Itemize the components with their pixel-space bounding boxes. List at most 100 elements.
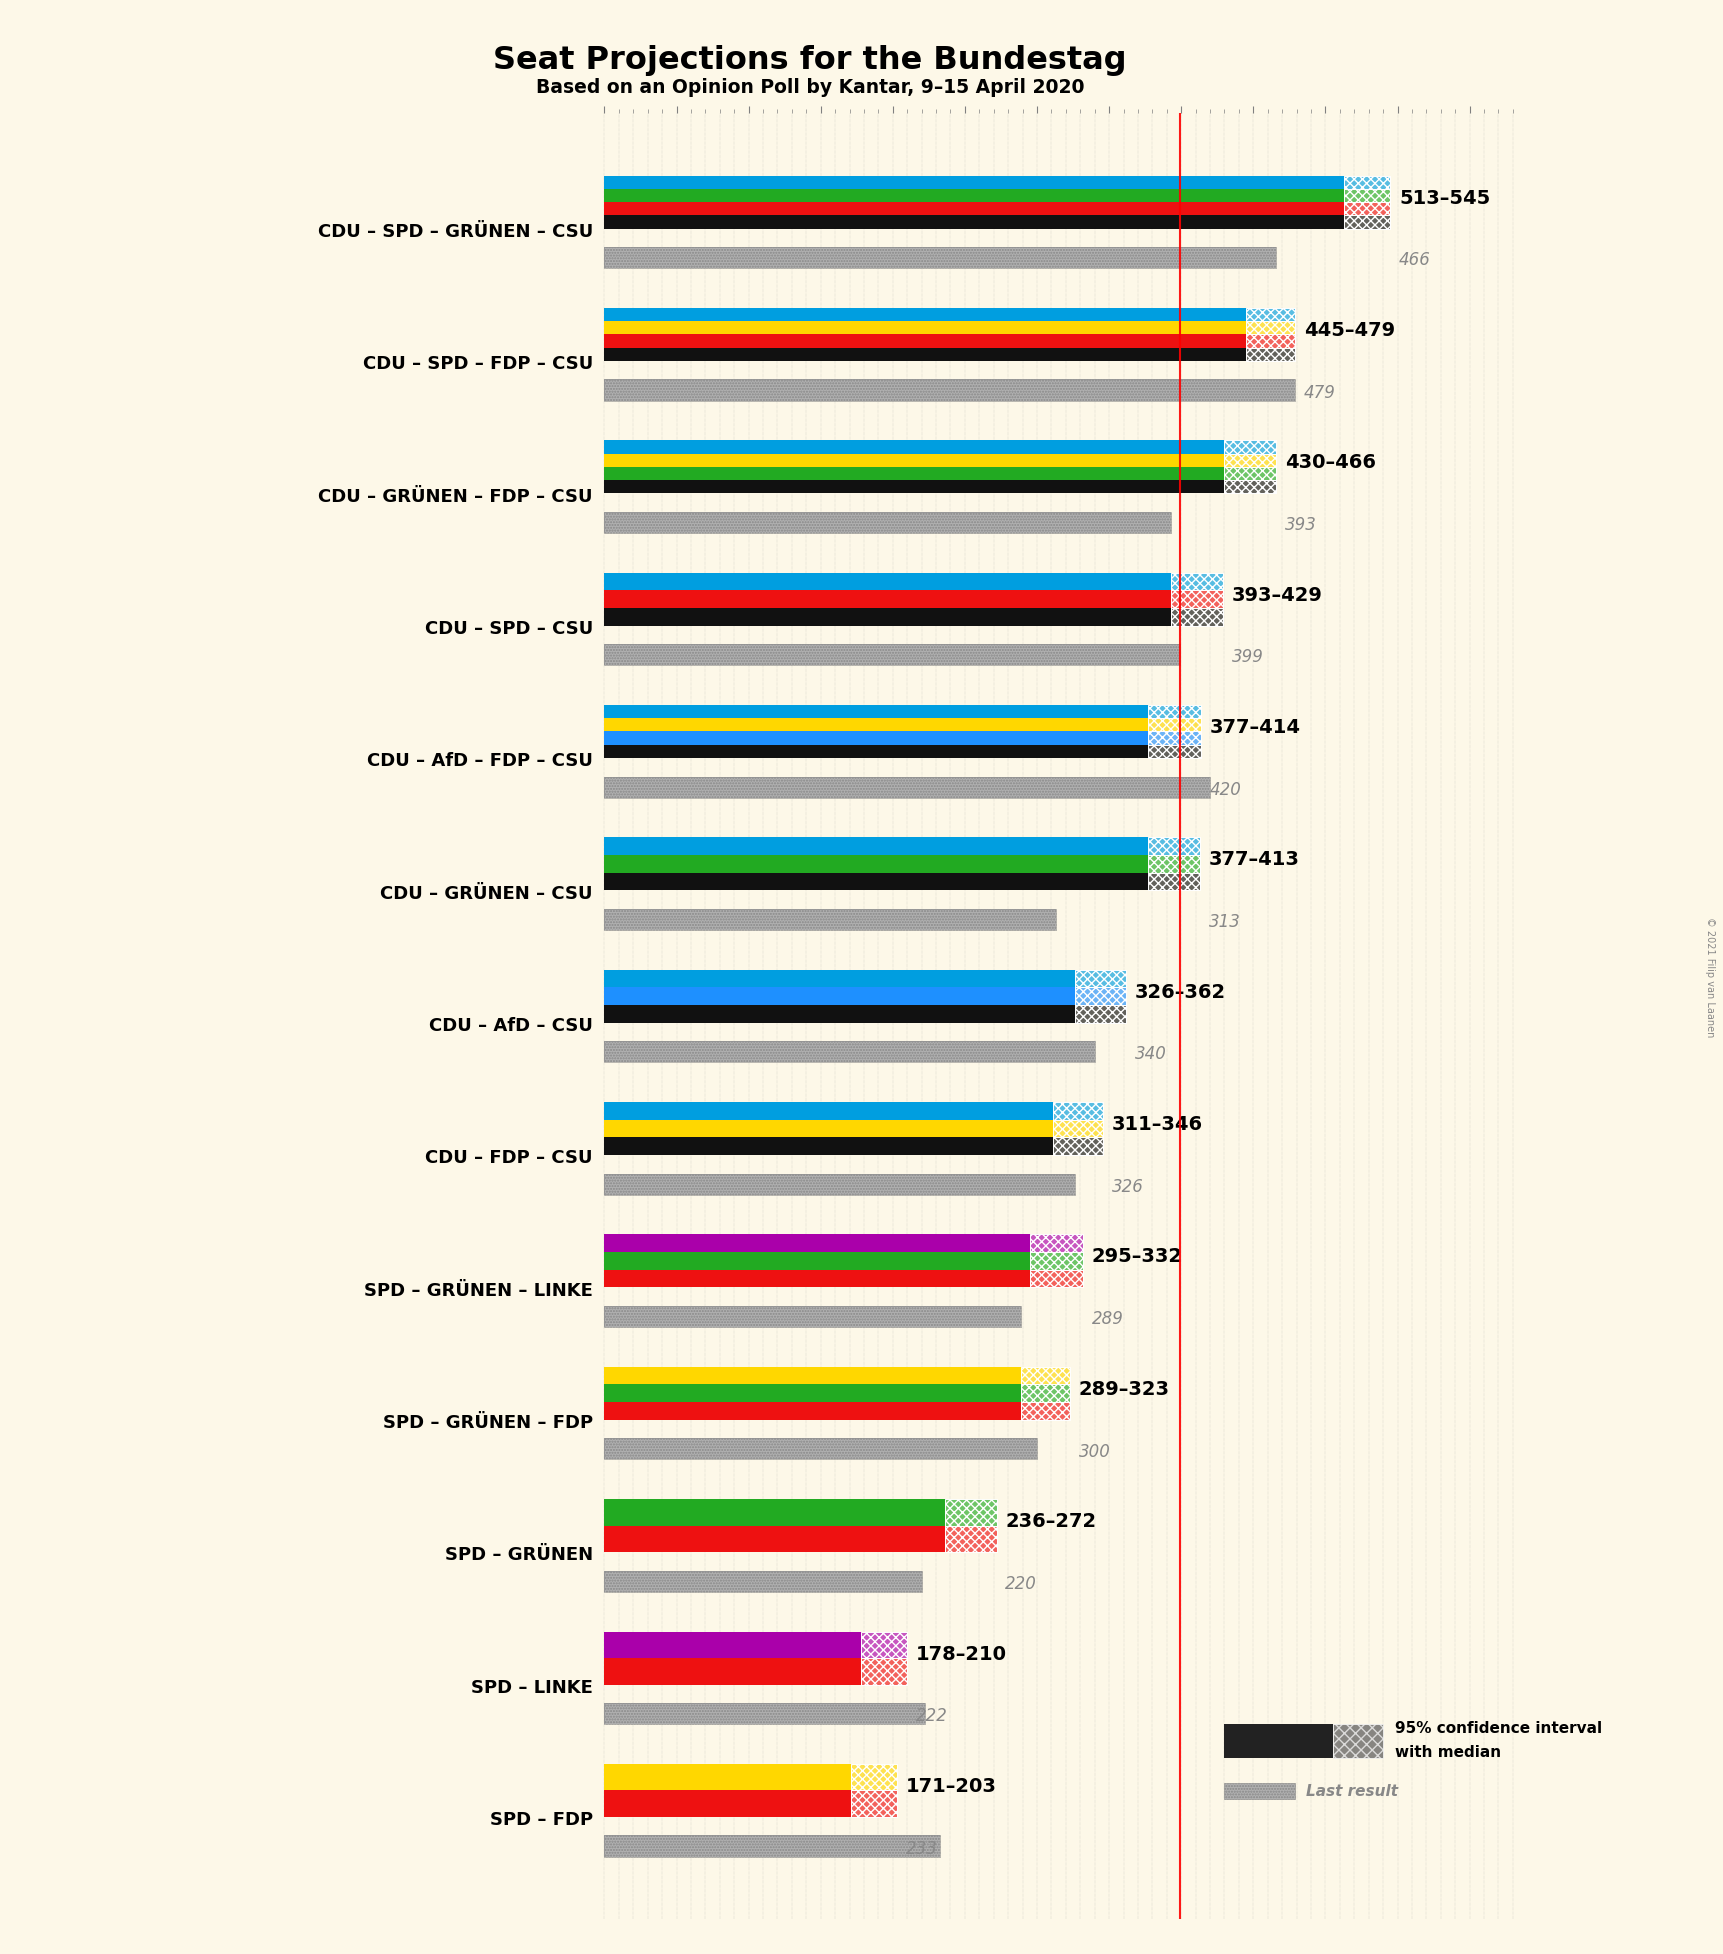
Bar bbox=[1344, 201, 1389, 215]
Text: SPD – LINKE: SPD – LINKE bbox=[470, 1678, 593, 1696]
Bar bbox=[1148, 873, 1199, 891]
Bar bbox=[605, 1041, 1094, 1063]
Bar bbox=[1148, 838, 1199, 856]
Text: 300: 300 bbox=[1079, 1442, 1110, 1460]
Bar bbox=[605, 1499, 944, 1526]
Bar bbox=[605, 1253, 1029, 1270]
Bar bbox=[1223, 1723, 1332, 1759]
Bar bbox=[1053, 1102, 1103, 1120]
Bar bbox=[605, 1438, 1037, 1460]
Bar bbox=[605, 1632, 860, 1659]
Bar bbox=[605, 176, 1344, 190]
Bar bbox=[1223, 453, 1275, 467]
Text: 326–362: 326–362 bbox=[1134, 983, 1225, 1002]
Bar bbox=[605, 190, 1344, 201]
Bar bbox=[605, 512, 1170, 533]
Bar bbox=[1020, 1368, 1070, 1385]
Bar bbox=[605, 1041, 1094, 1063]
Bar bbox=[1148, 705, 1201, 719]
Text: 222: 222 bbox=[915, 1708, 948, 1725]
Bar bbox=[1223, 453, 1275, 467]
Bar bbox=[1148, 856, 1199, 873]
Bar bbox=[605, 987, 1073, 1004]
Bar bbox=[605, 1438, 1037, 1460]
Text: CDU – GRÜNEN – FDP – CSU: CDU – GRÜNEN – FDP – CSU bbox=[319, 488, 593, 506]
Bar bbox=[605, 719, 1148, 731]
Bar bbox=[1170, 573, 1222, 590]
Bar bbox=[1020, 1368, 1070, 1385]
Bar bbox=[605, 873, 1148, 891]
Bar bbox=[605, 608, 1170, 625]
Text: 289: 289 bbox=[1091, 1311, 1123, 1329]
Bar bbox=[605, 1305, 1020, 1327]
Bar bbox=[944, 1499, 996, 1526]
Text: SPD – FDP: SPD – FDP bbox=[489, 1811, 593, 1829]
Bar bbox=[1223, 467, 1275, 481]
Bar bbox=[605, 838, 1148, 856]
Text: 311–346: 311–346 bbox=[1111, 1116, 1203, 1133]
Bar bbox=[1223, 1784, 1294, 1800]
Bar bbox=[605, 1571, 922, 1593]
Text: 171–203: 171–203 bbox=[905, 1776, 996, 1796]
Bar bbox=[605, 201, 1344, 215]
Bar bbox=[1073, 969, 1125, 987]
Bar bbox=[1020, 1385, 1070, 1403]
Bar bbox=[605, 1385, 1020, 1403]
Bar bbox=[605, 645, 1179, 664]
Bar bbox=[1073, 987, 1125, 1004]
Text: 236–272: 236–272 bbox=[1005, 1512, 1096, 1532]
Bar bbox=[1148, 731, 1201, 744]
Bar bbox=[605, 856, 1148, 873]
Bar bbox=[1223, 481, 1275, 492]
Bar bbox=[1170, 608, 1222, 625]
Text: with median: with median bbox=[1394, 1745, 1501, 1761]
Bar bbox=[1223, 467, 1275, 481]
Text: SPD – GRÜNEN – LINKE: SPD – GRÜNEN – LINKE bbox=[364, 1282, 593, 1299]
Text: Based on an Opinion Poll by Kantar, 9–15 April 2020: Based on an Opinion Poll by Kantar, 9–15… bbox=[536, 78, 1084, 98]
Text: © 2021 Filip van Laanen: © 2021 Filip van Laanen bbox=[1704, 916, 1714, 1038]
Bar bbox=[605, 320, 1246, 334]
Bar bbox=[1246, 309, 1294, 320]
Bar bbox=[1029, 1253, 1082, 1270]
Bar bbox=[1020, 1403, 1070, 1421]
Bar bbox=[1020, 1385, 1070, 1403]
Bar bbox=[1053, 1102, 1103, 1120]
Text: 393: 393 bbox=[1284, 516, 1316, 533]
Text: Seat Projections for the Bundestag: Seat Projections for the Bundestag bbox=[493, 45, 1127, 76]
Bar bbox=[1148, 744, 1201, 758]
Bar bbox=[605, 1526, 944, 1551]
Bar bbox=[1246, 334, 1294, 348]
Bar bbox=[605, 1659, 860, 1684]
Bar bbox=[1073, 1004, 1125, 1022]
Text: CDU – FDP – CSU: CDU – FDP – CSU bbox=[426, 1149, 593, 1167]
Bar bbox=[1223, 440, 1275, 453]
Bar bbox=[605, 1305, 1020, 1327]
Bar bbox=[605, 1403, 1020, 1421]
Text: CDU – SPD – GRÜNEN – CSU: CDU – SPD – GRÜNEN – CSU bbox=[317, 223, 593, 240]
Text: Last result: Last result bbox=[1306, 1784, 1397, 1798]
Text: CDU – SPD – FDP – CSU: CDU – SPD – FDP – CSU bbox=[362, 356, 593, 373]
Bar bbox=[1053, 1137, 1103, 1155]
Bar bbox=[1246, 348, 1294, 361]
Bar bbox=[1170, 590, 1222, 608]
Text: CDU – GRÜNEN – CSU: CDU – GRÜNEN – CSU bbox=[381, 885, 593, 903]
Bar bbox=[1223, 440, 1275, 453]
Bar bbox=[1053, 1137, 1103, 1155]
Bar bbox=[605, 731, 1148, 744]
Bar bbox=[605, 1137, 1053, 1155]
Bar bbox=[605, 645, 1179, 664]
Bar bbox=[1170, 608, 1222, 625]
Bar bbox=[944, 1499, 996, 1526]
Bar bbox=[605, 1174, 1073, 1194]
Bar bbox=[605, 309, 1246, 320]
Bar bbox=[605, 969, 1073, 987]
Bar bbox=[860, 1659, 906, 1684]
Bar bbox=[944, 1526, 996, 1551]
Text: SPD – GRÜNEN: SPD – GRÜNEN bbox=[445, 1546, 593, 1565]
Text: 466: 466 bbox=[1397, 252, 1430, 270]
Text: 393–429: 393–429 bbox=[1230, 586, 1322, 604]
Text: 295–332: 295–332 bbox=[1091, 1247, 1182, 1266]
Bar bbox=[605, 467, 1223, 481]
Text: 178–210: 178–210 bbox=[915, 1645, 1006, 1663]
Bar bbox=[605, 1704, 924, 1723]
